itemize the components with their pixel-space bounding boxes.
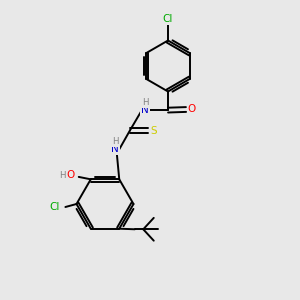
Text: H: H (142, 98, 148, 107)
Text: N: N (111, 144, 119, 154)
Text: O: O (188, 104, 196, 115)
Text: S: S (150, 125, 157, 136)
Text: Cl: Cl (163, 14, 173, 24)
Text: O: O (67, 170, 75, 180)
Text: N: N (141, 105, 149, 115)
Text: Cl: Cl (50, 202, 60, 212)
Text: H: H (112, 137, 118, 146)
Text: H: H (60, 171, 66, 180)
